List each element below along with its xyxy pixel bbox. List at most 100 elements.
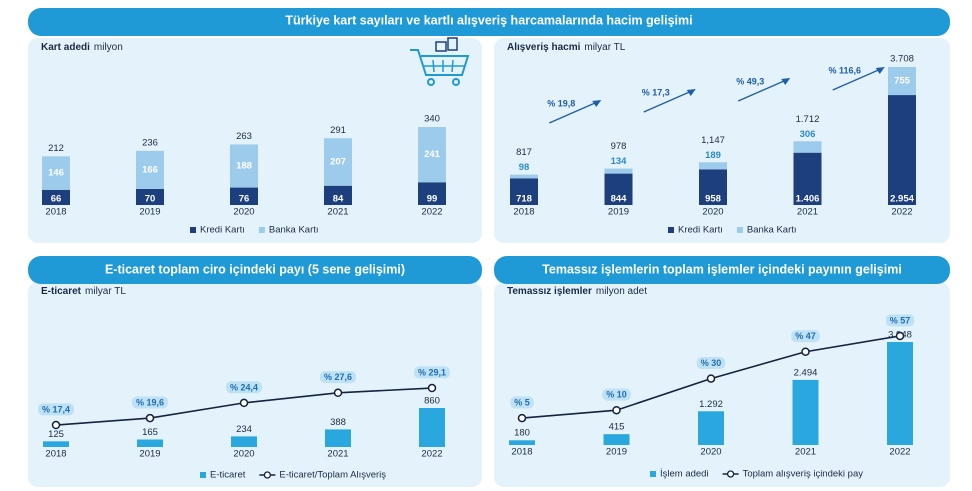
bar bbox=[792, 379, 819, 445]
value-label: 234 bbox=[236, 424, 252, 435]
legend-label: Kredi Kartı bbox=[200, 225, 245, 236]
total-label: 263 bbox=[236, 131, 252, 142]
bar bbox=[418, 182, 446, 205]
subtitle-strong: Temassız işlemler bbox=[507, 286, 592, 297]
label-pill bbox=[131, 396, 169, 409]
total-label: 1,147 bbox=[701, 135, 725, 146]
growth-arrow bbox=[832, 68, 882, 91]
label-pill bbox=[225, 381, 263, 394]
x-tick-label: 2018 bbox=[511, 447, 532, 458]
line-label: % 10 bbox=[606, 390, 627, 400]
total-label: 978 bbox=[611, 141, 627, 152]
total-label: 1.712 bbox=[796, 114, 820, 125]
value-label: 958 bbox=[705, 194, 721, 205]
legend-swatch bbox=[190, 227, 196, 233]
panel-title: Temassız işlemlerin toplam işlemler için… bbox=[542, 262, 902, 276]
line-label: % 30 bbox=[701, 358, 722, 368]
total-label: 212 bbox=[48, 143, 64, 154]
x-tick-label: 2021 bbox=[797, 207, 818, 218]
legend-swatch bbox=[668, 227, 674, 233]
growth-arrow-head bbox=[875, 67, 885, 74]
bar bbox=[604, 173, 633, 205]
panel bbox=[494, 282, 950, 487]
value-label: 188 bbox=[236, 161, 252, 172]
subtitle-strong: E-ticaret bbox=[41, 286, 82, 297]
legend-label: E-ticaret/Toplam Alışveriş bbox=[279, 470, 386, 481]
bar bbox=[230, 187, 258, 205]
bar bbox=[418, 127, 446, 183]
line-label: % 24,4 bbox=[230, 382, 258, 392]
panel-header bbox=[28, 256, 482, 284]
line-point bbox=[333, 388, 343, 398]
x-tick-label: 2019 bbox=[139, 207, 160, 218]
x-tick-label: 2018 bbox=[45, 207, 66, 218]
value-label: 306 bbox=[800, 129, 816, 140]
bar bbox=[699, 169, 727, 205]
line-label: % 19,6 bbox=[136, 397, 164, 407]
line-point bbox=[517, 413, 527, 423]
x-tick-label: 2019 bbox=[139, 449, 160, 460]
line-point bbox=[895, 331, 905, 341]
cart-body bbox=[410, 49, 470, 76]
value-label: 2.494 bbox=[794, 367, 818, 378]
x-tick-label: 2018 bbox=[513, 207, 534, 218]
line-label: % 17,4 bbox=[42, 404, 70, 414]
bar bbox=[419, 408, 445, 447]
line-label: % 5 bbox=[514, 397, 530, 407]
total-label: 291 bbox=[330, 125, 346, 136]
value-label: 66 bbox=[51, 194, 62, 205]
growth-label: % 49,3 bbox=[736, 76, 764, 86]
legend-marker bbox=[263, 471, 272, 479]
value-label: 388 bbox=[330, 417, 346, 428]
subtitle: Kart adedi milyon bbox=[41, 42, 123, 53]
label-pill bbox=[319, 371, 357, 384]
cart-grid bbox=[424, 59, 465, 73]
bar bbox=[510, 174, 538, 179]
subtitle-unit: milyar TL bbox=[584, 42, 625, 53]
bar bbox=[510, 178, 538, 205]
bar bbox=[509, 440, 535, 445]
line-point bbox=[801, 347, 810, 356]
legend-label: E-ticaret bbox=[210, 470, 246, 481]
x-tick-label: 2021 bbox=[327, 449, 348, 460]
bar bbox=[888, 66, 916, 96]
label-pill bbox=[413, 366, 451, 379]
legend-swatch bbox=[736, 227, 743, 233]
x-tick-label: 2021 bbox=[327, 207, 348, 218]
value-label: 146 bbox=[48, 168, 64, 179]
panel bbox=[28, 38, 482, 243]
value-label: 189 bbox=[705, 150, 721, 161]
bar bbox=[231, 436, 257, 447]
subtitle: E-ticaret milyar TL bbox=[41, 286, 126, 297]
bar bbox=[137, 439, 163, 447]
bar bbox=[136, 150, 164, 189]
x-tick-label: 2018 bbox=[45, 449, 66, 460]
x-tick-label: 2020 bbox=[233, 449, 254, 460]
page-title: Türkiye kart sayıları ve kartlı alışveri… bbox=[285, 13, 692, 27]
growth-arrow-head bbox=[781, 78, 791, 85]
line-point bbox=[427, 383, 437, 393]
label-pill bbox=[885, 314, 915, 327]
legend-swatch bbox=[650, 471, 656, 477]
x-tick-label: 2022 bbox=[891, 207, 912, 218]
value-label: 98 bbox=[519, 162, 530, 173]
value-label: 180 bbox=[514, 428, 530, 439]
legend-label: Kredi Kartı bbox=[678, 225, 723, 236]
legend-swatch bbox=[258, 227, 265, 233]
value-label: 84 bbox=[333, 194, 344, 205]
x-tick-label: 2019 bbox=[608, 207, 629, 218]
subtitle: Temassız işlemler milyon adet bbox=[507, 286, 647, 297]
label-pill bbox=[791, 330, 820, 343]
line-label: % 29,1 bbox=[418, 367, 446, 377]
x-tick-label: 2022 bbox=[421, 207, 442, 218]
subtitle: Alışveriş hacmi milyar TL bbox=[507, 42, 626, 53]
bar bbox=[603, 434, 630, 445]
growth-label: % 17,3 bbox=[642, 87, 670, 97]
label-pill bbox=[696, 356, 726, 369]
value-label: 718 bbox=[516, 194, 532, 205]
banner bbox=[28, 8, 950, 36]
growth-label: % 116,6 bbox=[828, 65, 861, 75]
line-point bbox=[51, 420, 61, 430]
x-tick-label: 2020 bbox=[700, 447, 721, 458]
